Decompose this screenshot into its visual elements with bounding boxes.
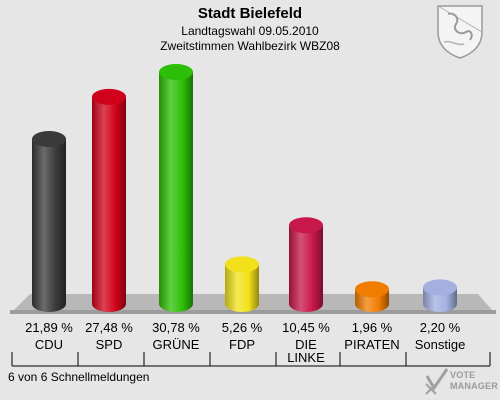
category-axis xyxy=(11,352,491,367)
coat-of-arms-icon xyxy=(437,5,483,59)
bar-fdp xyxy=(225,256,259,312)
bar-die-linke xyxy=(289,217,323,312)
bar-grüne xyxy=(159,64,193,312)
value-label: 30,78 % xyxy=(152,320,200,335)
value-label: 10,45 % xyxy=(282,320,330,335)
value-label: 2,20 % xyxy=(419,320,461,335)
value-label: 27,48 % xyxy=(85,320,133,335)
value-label: 1,96 % xyxy=(351,320,393,335)
chart-district: Zweitstimmen Wahlbezirk WBZ08 xyxy=(160,39,340,53)
bar-cdu xyxy=(32,131,66,312)
vote-manager-logo-icon xyxy=(425,368,449,395)
chart-floor-edge xyxy=(10,310,496,314)
logo-text-vote: VOTE xyxy=(450,370,476,380)
bar-sonstige xyxy=(423,279,457,312)
category-label: Sonstige xyxy=(414,337,466,352)
chart-title: Stadt Bielefeld xyxy=(197,5,303,22)
value-label: 5,26 % xyxy=(221,320,263,335)
category-label: SPD xyxy=(95,337,123,352)
category-label: FDP xyxy=(229,337,255,352)
category-label: PIRATEN xyxy=(344,337,400,352)
category-label: CDU xyxy=(34,337,64,352)
value-label: 21,89 % xyxy=(25,320,73,335)
footer-status: 6 von 6 Schnellmeldungen xyxy=(8,370,150,384)
bar-piraten xyxy=(355,281,389,312)
logo-text-manager: MANAGER xyxy=(450,381,498,391)
bar-spd xyxy=(92,88,126,312)
chart-subtitle: Landtagswahl 09.05.2010 xyxy=(181,24,319,38)
category-label: GRÜNE xyxy=(152,337,200,352)
category-label: DIE LINKE xyxy=(287,337,325,365)
